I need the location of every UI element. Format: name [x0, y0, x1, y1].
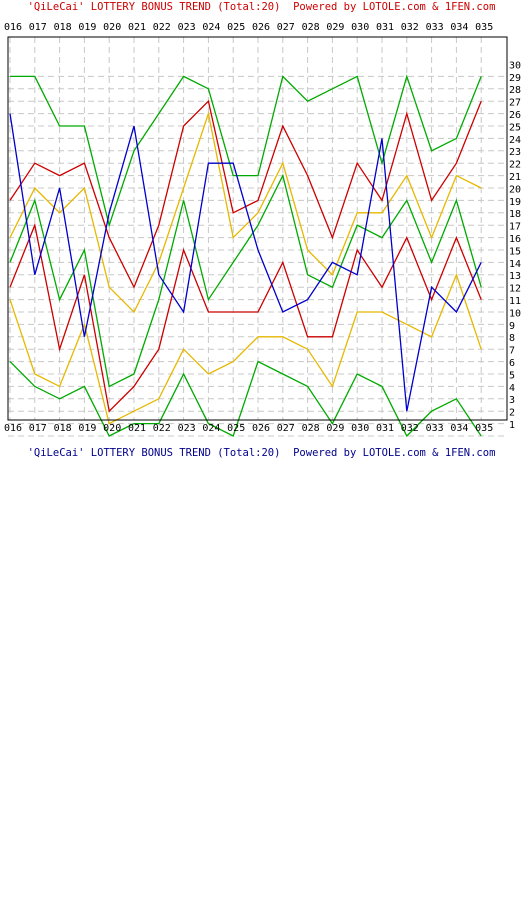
x-tick-label-top: 030 [351, 22, 369, 33]
x-tick-label-bottom: 025 [227, 423, 245, 434]
x-tick-label-bottom: 019 [78, 423, 96, 434]
y-tick-label: 24 [509, 135, 521, 146]
x-tick-label-top: 029 [326, 22, 344, 33]
x-tick-label-top: 032 [401, 22, 419, 33]
x-tick-label-bottom: 017 [29, 423, 47, 434]
series-line-4 [9, 173, 482, 388]
x-tick-label-top: 026 [252, 22, 270, 33]
x-tick-label-top: 022 [153, 22, 171, 33]
x-tick-label-top: 024 [202, 22, 220, 33]
series-line-6 [9, 99, 482, 289]
series-line-1 [9, 360, 482, 438]
y-tick-label: 7 [509, 346, 515, 357]
y-tick-label: 19 [509, 197, 521, 208]
x-axis-top: 016 017 018 019 020 021 022 023 024 025 026 027 028 0… [4, 22, 493, 33]
y-tick-label: 18 [509, 209, 521, 220]
series-line-8 [9, 113, 482, 412]
x-tick-label-top: 031 [376, 22, 394, 33]
y-tick-label: 2 [509, 408, 515, 419]
y-tick-label: 25 [509, 122, 521, 133]
x-tick-label-top: 020 [103, 22, 121, 33]
series-line-5 [9, 111, 482, 314]
x-tick-label-top: 033 [426, 22, 444, 33]
series-line-3 [9, 222, 482, 413]
y-tick-label: 9 [509, 321, 515, 332]
x-tick-label-bottom: 022 [153, 423, 171, 434]
x-tick-label-bottom: 034 [450, 423, 468, 434]
y-tick-label: 10 [509, 308, 521, 319]
x-tick-label-top: 019 [78, 22, 96, 33]
x-tick-label-top: 021 [128, 22, 146, 33]
x-tick-label-top: 023 [178, 22, 196, 33]
series-line-2 [9, 272, 482, 425]
y-tick-label: 17 [509, 222, 521, 233]
x-tick-label-bottom: 020 [103, 423, 121, 434]
y-tick-label: 23 [509, 147, 521, 158]
x-tick-label-bottom: 016 [4, 423, 22, 434]
x-tick-label-top: 016 [4, 22, 22, 33]
plot-border [7, 36, 508, 421]
y-tick-label: 4 [509, 383, 515, 394]
x-tick-label-top: 025 [227, 22, 245, 33]
x-tick-label-top: 027 [277, 22, 295, 33]
y-tick-label: 6 [509, 358, 515, 369]
y-tick-label: 30 [509, 60, 521, 71]
x-tick-label-bottom: 018 [54, 423, 72, 434]
y-tick-label: 11 [509, 296, 521, 307]
chart-title-top: 'QiLeCai' LOTTERY BONUS TREND (Total:20)… [27, 1, 496, 13]
y-tick-label: 8 [509, 333, 515, 344]
chart-series-layer [9, 74, 482, 438]
x-tick-label-top: 034 [450, 22, 468, 33]
x-tick-label-bottom: 023 [178, 423, 196, 434]
y-tick-label: 22 [509, 160, 521, 171]
y-tick-label: 29 [509, 73, 521, 84]
x-tick-label-bottom: 032 [401, 423, 419, 434]
chart-frame [7, 36, 508, 421]
y-tick-label: 12 [509, 284, 521, 295]
chart-title-bottom: 'QiLeCai' LOTTERY BONUS TREND (Total:20)… [27, 447, 496, 459]
x-tick-label-bottom: 027 [277, 423, 295, 434]
x-tick-label-top: 028 [302, 22, 320, 33]
x-tick-label-bottom: 026 [252, 423, 270, 434]
y-tick-label: 26 [509, 110, 521, 121]
series-line-7 [10, 74, 482, 228]
x-tick-label-bottom: 033 [426, 423, 444, 434]
y-tick-label: 27 [509, 98, 521, 109]
x-tick-label-bottom: 021 [128, 423, 146, 434]
x-tick-label-top: 018 [54, 22, 72, 33]
y-tick-label: 16 [509, 234, 521, 245]
x-tick-label-top: 017 [29, 22, 47, 33]
x-tick-label-bottom: 024 [202, 423, 220, 434]
y-tick-label: 3 [509, 395, 515, 406]
x-tick-label-bottom: 031 [376, 423, 394, 434]
y-tick-label: 28 [509, 85, 521, 96]
x-tick-label-top: 035 [475, 22, 493, 33]
x-axis-bottom: 016 017 018 019 020 021 022 023 024 025 026 027 028 0… [4, 423, 493, 434]
y-tick-label: 15 [509, 246, 521, 257]
x-tick-label-bottom: 035 [475, 423, 493, 434]
y-tick-label: 20 [509, 184, 521, 195]
y-axis-right: 1234567891011121314151617181920212223242… [509, 60, 521, 431]
y-tick-label: 5 [509, 370, 515, 381]
y-tick-label: 13 [509, 271, 521, 282]
x-tick-label-bottom: 028 [302, 423, 320, 434]
y-tick-label: 1 [509, 420, 515, 431]
x-tick-label-bottom: 029 [326, 423, 344, 434]
y-tick-label: 21 [509, 172, 521, 183]
x-tick-label-bottom: 030 [351, 423, 369, 434]
y-tick-label: 14 [509, 259, 521, 270]
